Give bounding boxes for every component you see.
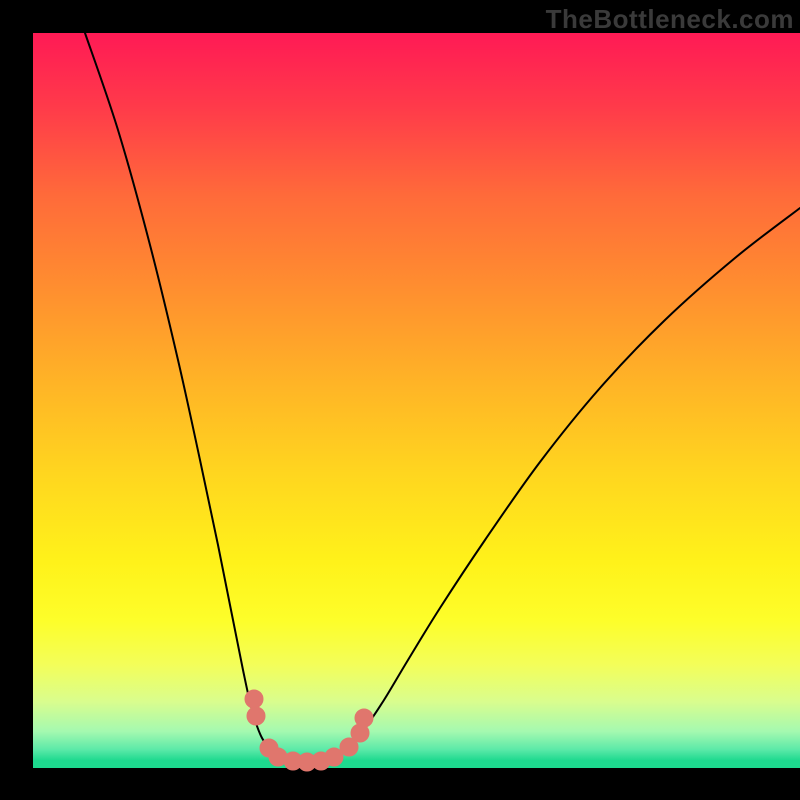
curve-marker [245,690,263,708]
curve-marker [355,709,373,727]
chart-svg [0,0,800,800]
plot-gradient-background [33,33,800,768]
chart-container: TheBottleneck.com [0,0,800,800]
watermark-text: TheBottleneck.com [546,4,794,35]
curve-marker [247,707,265,725]
